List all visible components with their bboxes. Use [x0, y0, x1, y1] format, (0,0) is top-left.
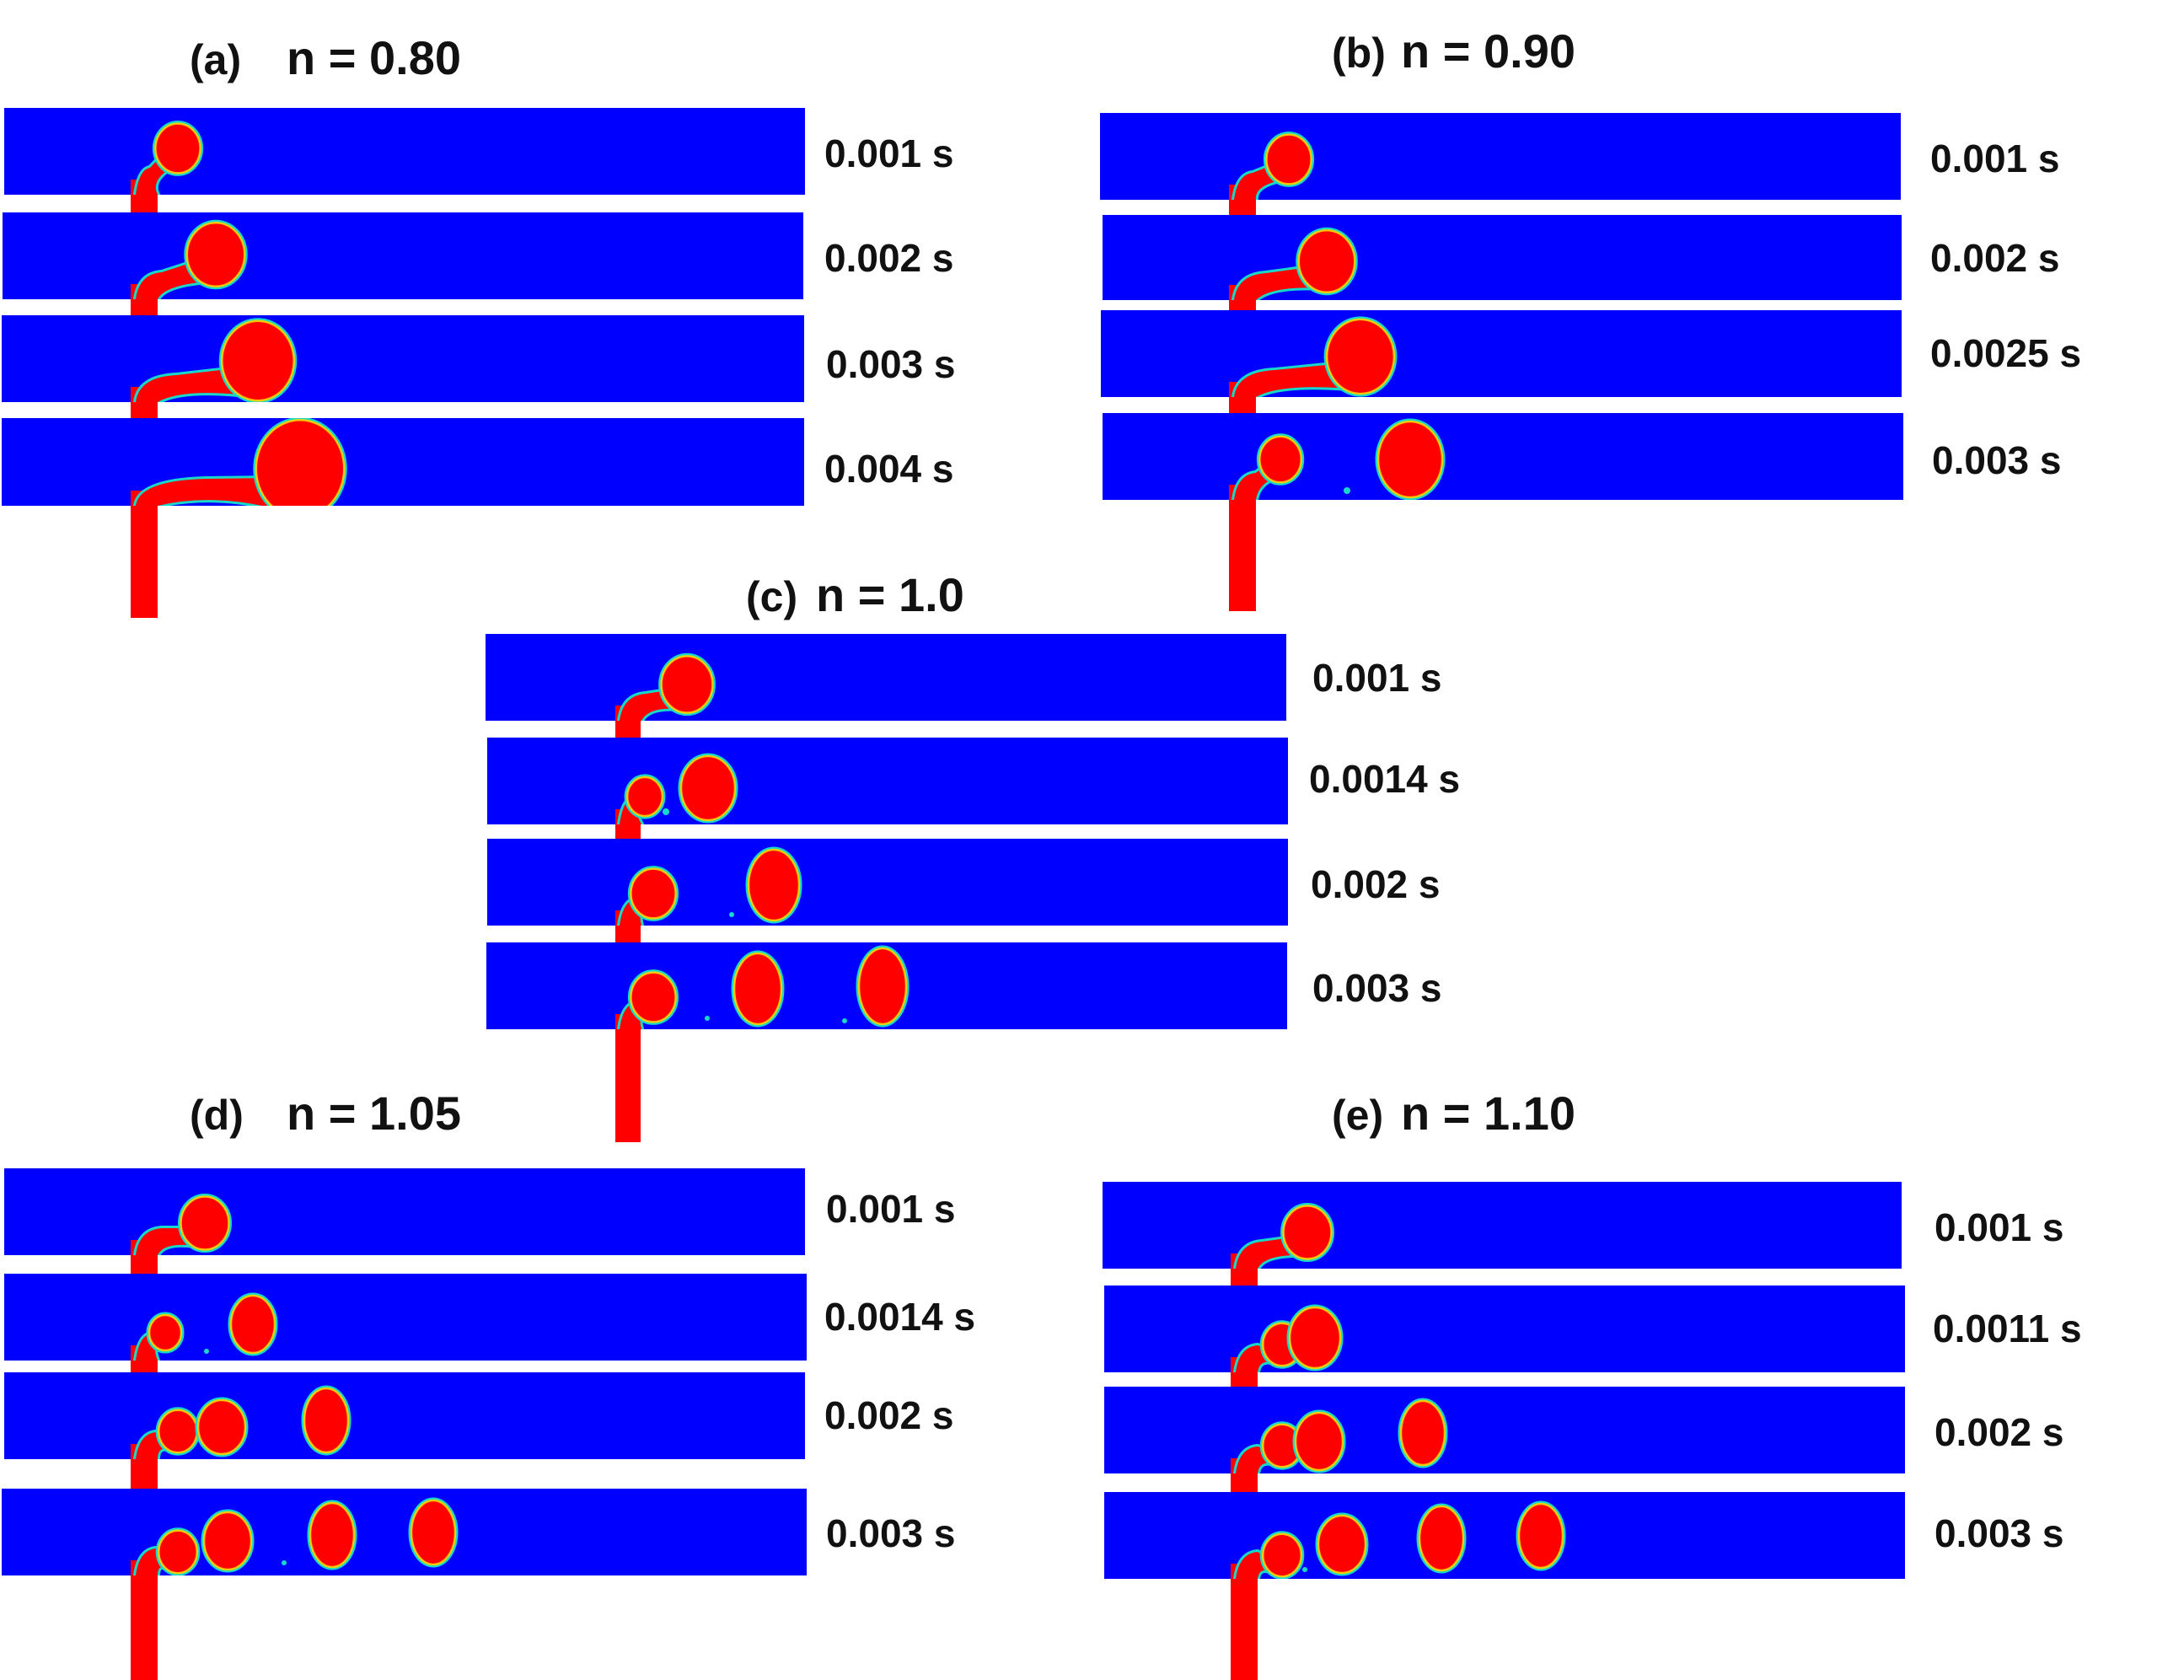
panel-title-b: n = 0.90 — [1401, 24, 1575, 78]
panel-tag-b: (b) — [1332, 30, 1386, 77]
time-label-e-2: 0.0011 s — [1933, 1307, 2082, 1350]
channel-c-1 — [486, 634, 1286, 721]
channel-e-1 — [1103, 1182, 1902, 1269]
channel-b-1 — [1100, 113, 1901, 200]
channel-c-3 — [487, 839, 1288, 926]
time-label-c-3: 0.002 s — [1311, 862, 1440, 906]
satellite-droplet — [729, 912, 734, 917]
channel-e-3 — [1104, 1387, 1905, 1473]
channel-d-1 — [4, 1168, 805, 1255]
time-label-d-1: 0.001 s — [826, 1187, 955, 1231]
panel-tag-e: (e) — [1332, 1092, 1383, 1139]
time-label-a-4: 0.004 s — [824, 447, 953, 491]
satellite-droplet — [1302, 1567, 1307, 1572]
channel-b-4 — [1103, 413, 1903, 500]
time-label-e-1: 0.001 s — [1934, 1205, 2063, 1249]
channel-frame-b-3 — [1101, 310, 1902, 397]
channel-d-2 — [4, 1274, 807, 1361]
channel-a-1 — [4, 108, 805, 195]
channel-a-3 — [2, 315, 804, 402]
channel-frame-c-3 — [487, 839, 1288, 926]
channel-b-3 — [1101, 310, 1902, 397]
droplet-neck — [132, 475, 283, 506]
time-label-b-4: 0.003 s — [1932, 438, 2061, 482]
channel-frame-d-3 — [4, 1372, 805, 1459]
channel-frame-d-4 — [2, 1489, 807, 1575]
time-label-b-2: 0.002 s — [1930, 236, 2059, 280]
satellite-droplet — [204, 1349, 209, 1354]
channel-a-2 — [3, 212, 803, 299]
channel-frame-e-4 — [1104, 1492, 1905, 1579]
panel-tag-a: (a) — [190, 36, 241, 83]
satellite-droplet — [705, 1016, 710, 1021]
time-label-a-1: 0.001 s — [824, 132, 953, 175]
panel-title-c: n = 1.0 — [816, 568, 964, 621]
channel-frame-d-1 — [4, 1168, 805, 1255]
channel-frame-a-4 — [2, 418, 804, 506]
channel-frame-c-4 — [486, 942, 1287, 1029]
panel-title-e: n = 1.10 — [1401, 1087, 1575, 1140]
channel-d-3 — [4, 1372, 805, 1459]
time-label-e-4: 0.003 s — [1934, 1511, 2063, 1555]
label-layer: (a) n = 0.80 0.001 s 0.002 s 0.003 s 0.004 s (… — [190, 24, 2082, 1555]
channel-frame-b-4 — [1103, 413, 1903, 500]
time-label-c-1: 0.001 s — [1312, 656, 1441, 700]
channel-frame-b-2 — [1103, 215, 1902, 300]
time-label-d-2: 0.0014 s — [824, 1295, 975, 1339]
time-label-d-4: 0.003 s — [826, 1511, 955, 1555]
time-label-e-3: 0.002 s — [1934, 1410, 2063, 1454]
time-label-a-2: 0.002 s — [824, 236, 953, 280]
time-label-a-3: 0.003 s — [826, 342, 955, 386]
time-label-c-4: 0.003 s — [1312, 966, 1441, 1010]
channel-e-2 — [1104, 1285, 1905, 1372]
channel-frame-e-1 — [1103, 1182, 1902, 1269]
time-label-c-2: 0.0014 s — [1309, 757, 1460, 801]
channel-d-4 — [2, 1489, 807, 1575]
channel-b-2 — [1103, 215, 1902, 300]
channel-layer — [2, 108, 1905, 1579]
channel-frame-a-1 — [4, 108, 805, 195]
channel-frame-d-2 — [4, 1274, 807, 1361]
channel-frame-a-2 — [3, 212, 803, 299]
channel-c-2 — [487, 738, 1288, 824]
channel-frame-e-2 — [1104, 1285, 1905, 1372]
time-label-b-3: 0.0025 s — [1930, 331, 2081, 375]
satellite-droplet — [663, 808, 669, 815]
time-label-b-1: 0.001 s — [1930, 137, 2059, 180]
satellite-droplet — [1344, 487, 1350, 494]
satellite-droplet — [842, 1018, 847, 1023]
channel-a-4 — [2, 418, 804, 506]
panel-title-a: n = 0.80 — [287, 31, 461, 84]
channel-frame-c-2 — [487, 738, 1288, 824]
panel-tag-c: (c) — [746, 573, 797, 620]
channel-e-4 — [1104, 1492, 1905, 1579]
panel-title-d: n = 1.05 — [287, 1087, 461, 1140]
channel-frame-c-1 — [486, 634, 1286, 721]
channel-frame-a-3 — [2, 315, 804, 402]
panel-tag-d: (d) — [190, 1092, 244, 1139]
channel-frame-b-1 — [1100, 113, 1901, 200]
channel-frame-e-3 — [1104, 1387, 1905, 1473]
satellite-droplet — [282, 1560, 287, 1565]
time-label-d-3: 0.002 s — [824, 1393, 953, 1437]
